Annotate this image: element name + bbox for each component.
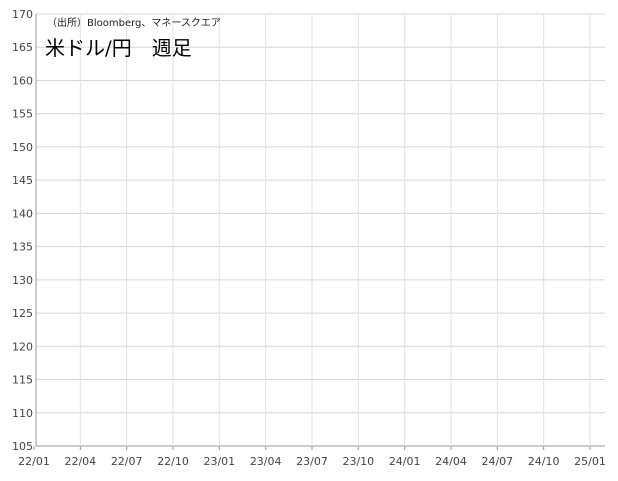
- y-tick-label: 105: [12, 440, 33, 453]
- x-tick-label: 24/07: [481, 455, 513, 468]
- y-tick-label: 165: [12, 41, 33, 54]
- x-tick-label: 23/04: [250, 455, 282, 468]
- x-tick-label: 25/01: [574, 455, 606, 468]
- y-axis-ticks: 105 110 115 120 125 130 135 140 145 150 155 160 165 1…: [12, 8, 33, 453]
- y-tick-label: 160: [12, 74, 33, 87]
- x-tick-label: 22/01: [18, 455, 50, 468]
- y-tick-label: 145: [12, 174, 33, 187]
- x-tick-label: 23/10: [342, 455, 374, 468]
- x-tick-label: 23/07: [296, 455, 328, 468]
- x-tick-label: 22/04: [64, 455, 96, 468]
- y-tick-label: 115: [12, 374, 33, 387]
- y-tick-label: 155: [12, 108, 33, 121]
- y-tick-label: 120: [12, 340, 33, 353]
- gridlines: [35, 13, 605, 450]
- x-tick-label: 23/01: [203, 455, 235, 468]
- x-tick-label: 22/10: [157, 455, 189, 468]
- x-tick-label: 24/01: [389, 455, 421, 468]
- y-tick-label: 170: [12, 8, 33, 21]
- y-tick-label: 125: [12, 307, 33, 320]
- chart-title: 米ドル/円 週足: [45, 36, 192, 60]
- source-note: （出所）Bloomberg、マネースクエア: [47, 16, 221, 29]
- x-tick-label: 22/07: [111, 455, 143, 468]
- y-tick-label: 135: [12, 241, 33, 254]
- y-tick-label: 150: [12, 141, 33, 154]
- x-tick-label: 24/10: [528, 455, 560, 468]
- x-tick-label: 24/04: [435, 455, 467, 468]
- y-tick-label: 110: [12, 407, 33, 420]
- x-axis-ticks: 22/01 22/04 22/07 22/10 23/01 23/04 23/07 23/10…: [18, 446, 606, 468]
- y-tick-label: 130: [12, 274, 33, 287]
- y-tick-label: 140: [12, 207, 33, 220]
